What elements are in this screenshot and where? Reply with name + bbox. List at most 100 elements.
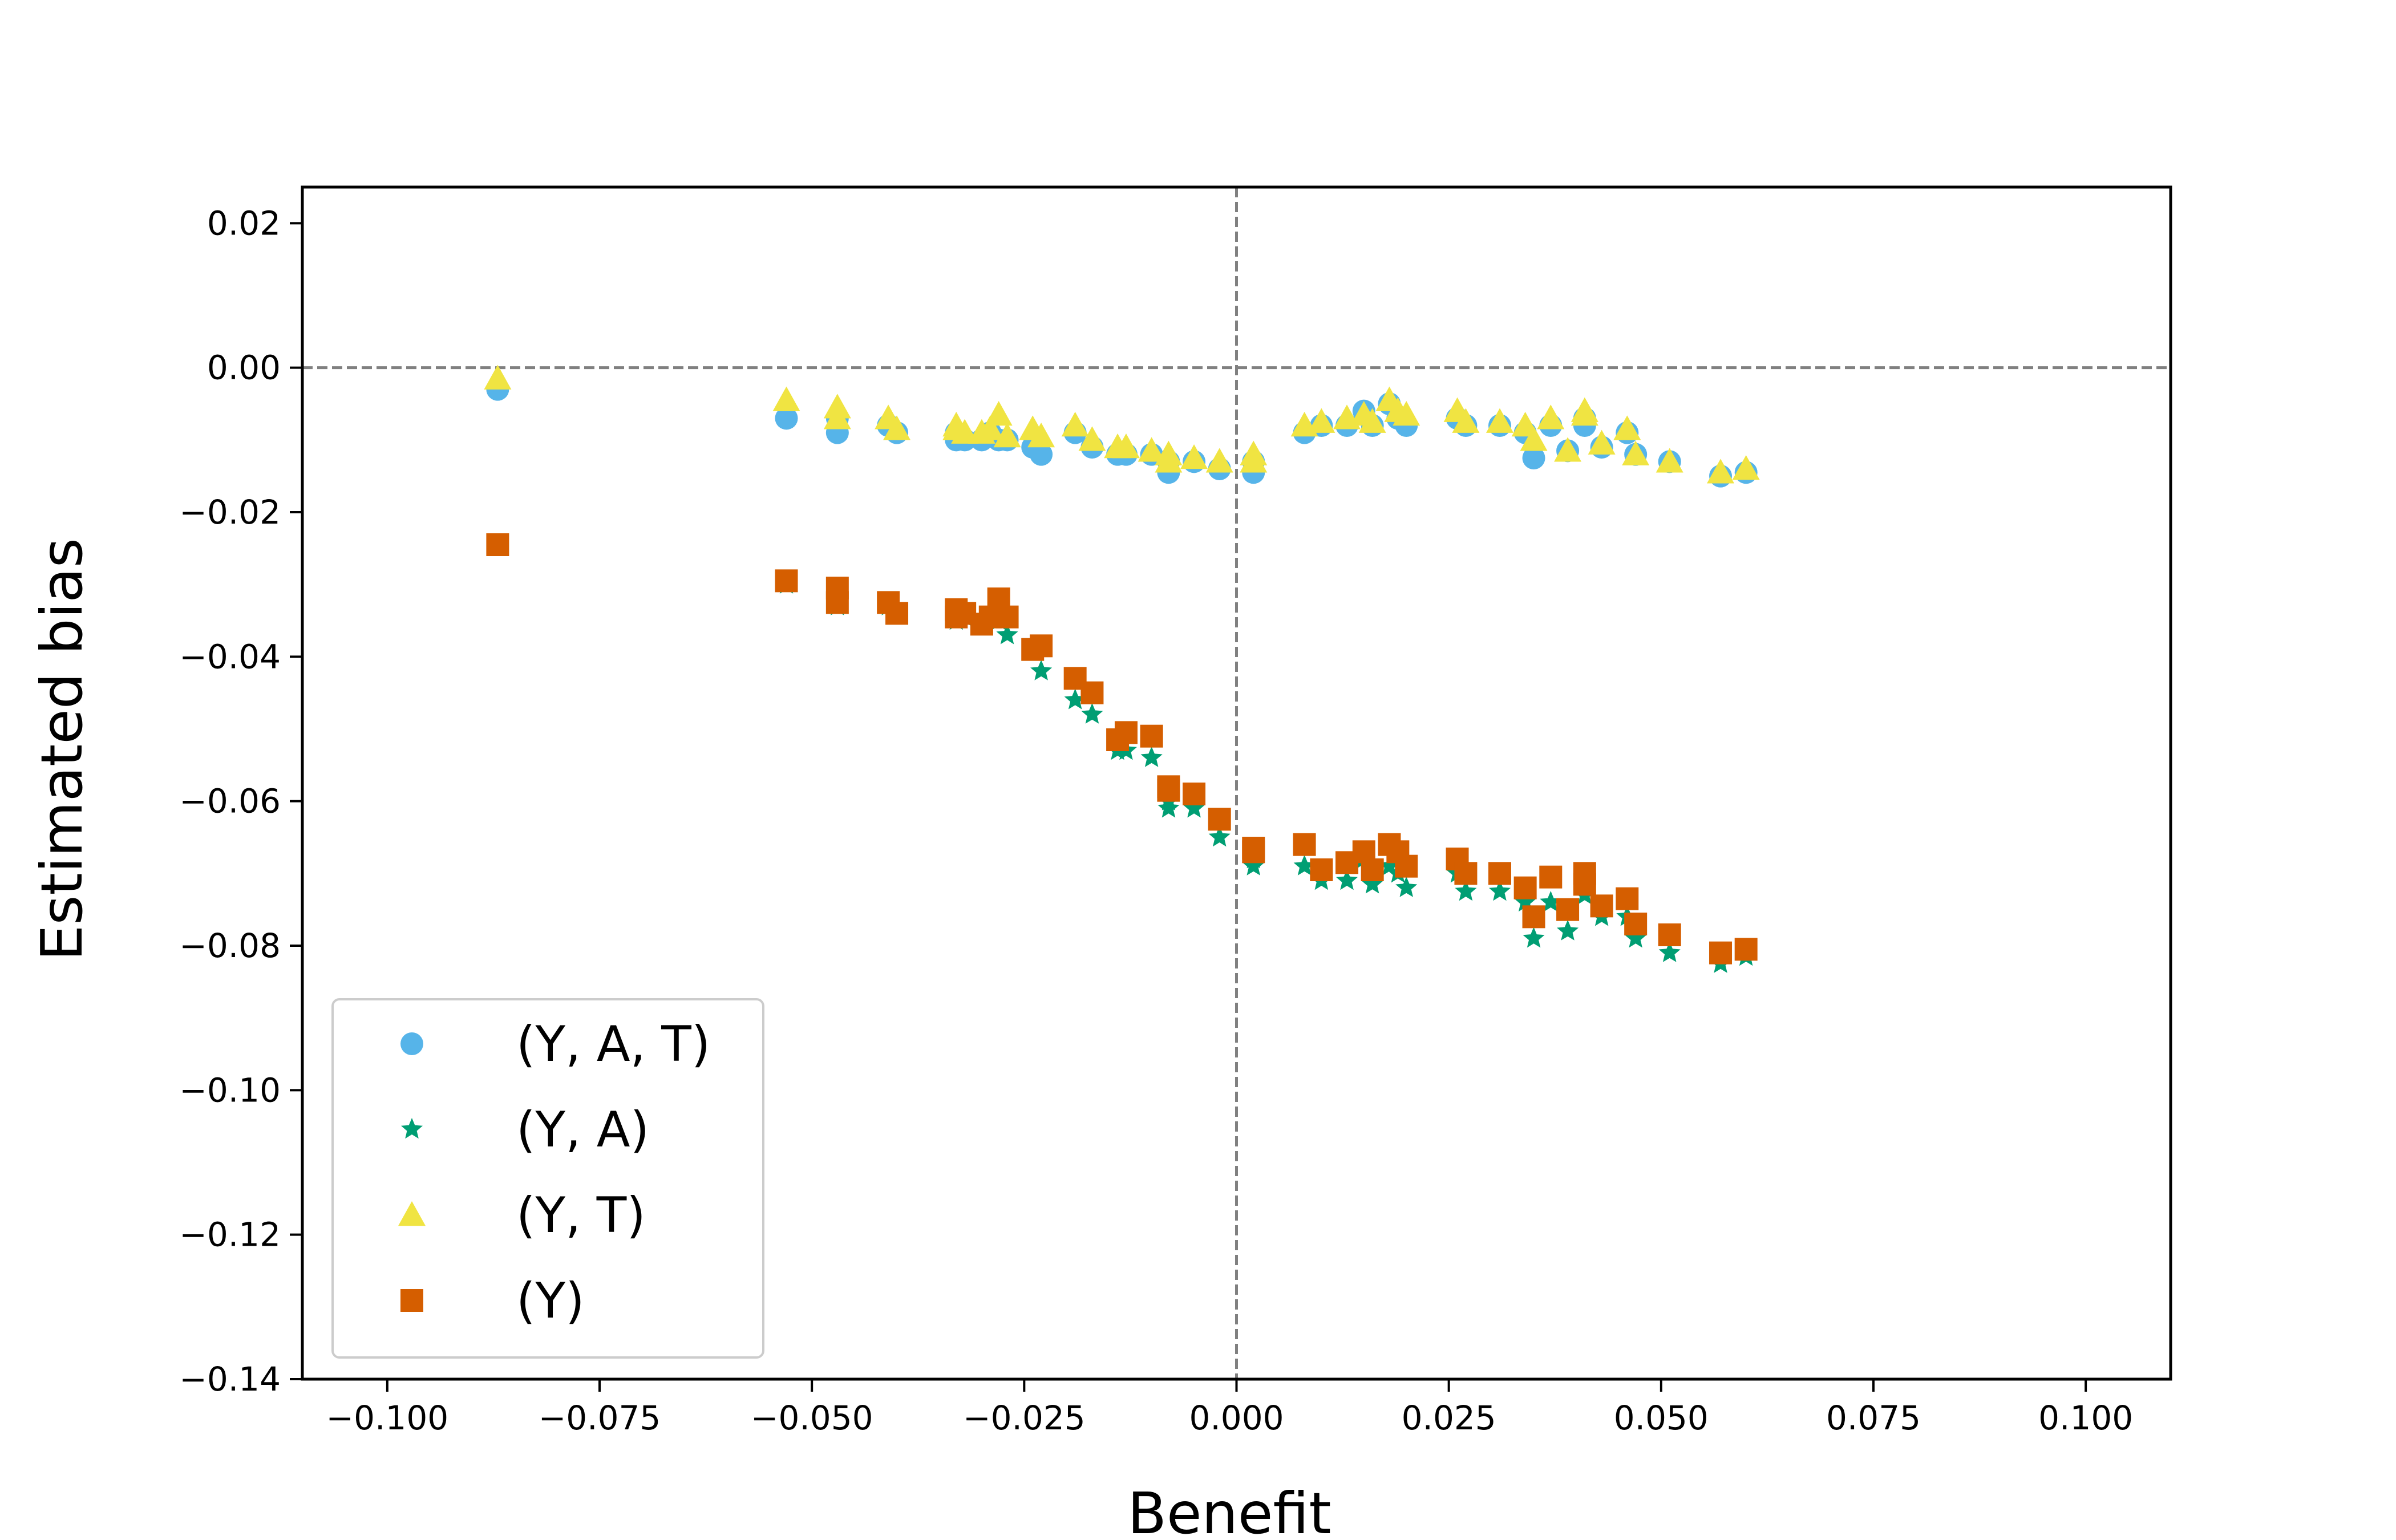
square-point — [1709, 941, 1733, 964]
series-triangle — [484, 364, 1760, 484]
x-axis: −0.100 −0.075 −0.050 −0.025 0.000 0.025 0.050 0… — [326, 1379, 2133, 1437]
y-tick-label: −0.08 — [179, 926, 281, 965]
x-tick-label: −0.100 — [326, 1399, 449, 1437]
triangle-point — [1707, 459, 1735, 484]
y-tick-label: −0.04 — [179, 637, 281, 676]
y-tick-label: 0.02 — [207, 204, 281, 242]
triangle-point — [1393, 401, 1420, 426]
triangle-point — [1358, 408, 1386, 433]
triangle-point — [1308, 408, 1335, 433]
star-point — [1540, 891, 1562, 912]
square-point — [1454, 862, 1478, 885]
square-point — [1395, 854, 1418, 878]
triangle-point — [1138, 437, 1165, 462]
legend-label: (Y, A, T) — [516, 1016, 710, 1073]
legend-label: (Y) — [516, 1272, 585, 1330]
star-point — [1293, 854, 1316, 876]
y-tick-label: −0.10 — [179, 1071, 281, 1109]
triangle-point — [976, 415, 1004, 440]
star-point — [996, 623, 1018, 645]
star-point — [1208, 826, 1231, 847]
star-point — [1395, 876, 1418, 897]
triangle-point — [823, 404, 851, 429]
square-point — [1361, 858, 1384, 881]
star-point — [1140, 746, 1163, 767]
square-point — [995, 605, 1019, 629]
legend-marker — [398, 1201, 426, 1226]
star-point — [1183, 797, 1205, 818]
data-points — [484, 364, 1760, 973]
triangle-point — [1112, 433, 1140, 459]
circle-point — [775, 407, 798, 430]
square-point — [1140, 724, 1163, 748]
triangle-point — [772, 386, 800, 411]
square-point — [1513, 876, 1537, 899]
legend-marker — [400, 1289, 423, 1312]
square-point — [1183, 783, 1206, 805]
legend-box — [331, 998, 764, 1359]
circle-point — [1030, 443, 1053, 466]
x-tick-label: 0.100 — [2038, 1399, 2133, 1437]
triangle-point — [1554, 437, 1582, 462]
square-point — [1157, 779, 1180, 802]
series-circle — [486, 378, 1758, 488]
legend-marker — [401, 1118, 423, 1139]
triangle-point — [1155, 448, 1183, 473]
star-point — [1557, 919, 1579, 941]
triangle-point — [883, 415, 911, 440]
square-point — [1310, 858, 1333, 881]
star-point — [1658, 941, 1681, 962]
star-point — [1064, 688, 1086, 710]
legend-label: (Y, A) — [516, 1101, 649, 1158]
square-point — [1242, 837, 1265, 860]
star-point — [1157, 797, 1180, 818]
square-point — [825, 591, 849, 614]
triangle-point — [1622, 440, 1650, 465]
x-axis-label: Benefit — [1127, 1480, 1331, 1540]
square-point — [1590, 894, 1613, 918]
x-tick-label: 0.000 — [1189, 1399, 1284, 1437]
triangle-point — [1452, 408, 1480, 433]
star-point — [1523, 927, 1545, 948]
triangle-point — [1537, 404, 1565, 429]
star-point — [1242, 854, 1265, 876]
triangle-point — [1613, 415, 1641, 440]
triangle-point — [1061, 412, 1089, 437]
x-tick-label: −0.075 — [539, 1399, 661, 1437]
star-point — [1625, 927, 1647, 948]
reference-lines — [302, 187, 2171, 1379]
y-tick-label: −0.14 — [179, 1360, 281, 1399]
triangle-point — [1180, 444, 1208, 469]
square-point — [1624, 913, 1648, 935]
square-point — [1539, 865, 1563, 889]
triangle-point — [985, 401, 1013, 426]
square-point — [1080, 681, 1104, 704]
square-point — [1030, 634, 1053, 658]
square-point — [1114, 721, 1138, 744]
triangle-point — [1571, 401, 1598, 426]
triangle-point — [993, 423, 1021, 448]
y-tick-label: −0.12 — [179, 1215, 281, 1254]
square-point — [1488, 862, 1511, 885]
x-tick-label: 0.025 — [1402, 1399, 1496, 1437]
square-point — [1734, 938, 1758, 961]
circle-point — [1522, 447, 1545, 469]
triangle-point — [1520, 426, 1548, 451]
star-point — [1336, 869, 1358, 890]
star-point — [1081, 703, 1103, 724]
x-tick-label: −0.025 — [963, 1399, 1086, 1437]
y-axis: 0.02 0.00 −0.02 −0.04 −0.06 −0.08 −0.10 −0.12 −0… — [179, 204, 302, 1399]
square-point — [1616, 887, 1639, 910]
square-point — [1658, 923, 1681, 946]
triangle-point — [1078, 426, 1106, 451]
x-tick-label: 0.075 — [1826, 1399, 1921, 1437]
triangle-point — [1588, 429, 1616, 455]
square-point — [1208, 808, 1231, 831]
triangle-point — [1486, 408, 1513, 433]
series-square — [486, 533, 1758, 964]
square-point — [1556, 898, 1580, 921]
square-point — [1293, 833, 1316, 856]
square-point — [775, 569, 798, 593]
y-axis-label: Estimated bias — [29, 538, 95, 961]
